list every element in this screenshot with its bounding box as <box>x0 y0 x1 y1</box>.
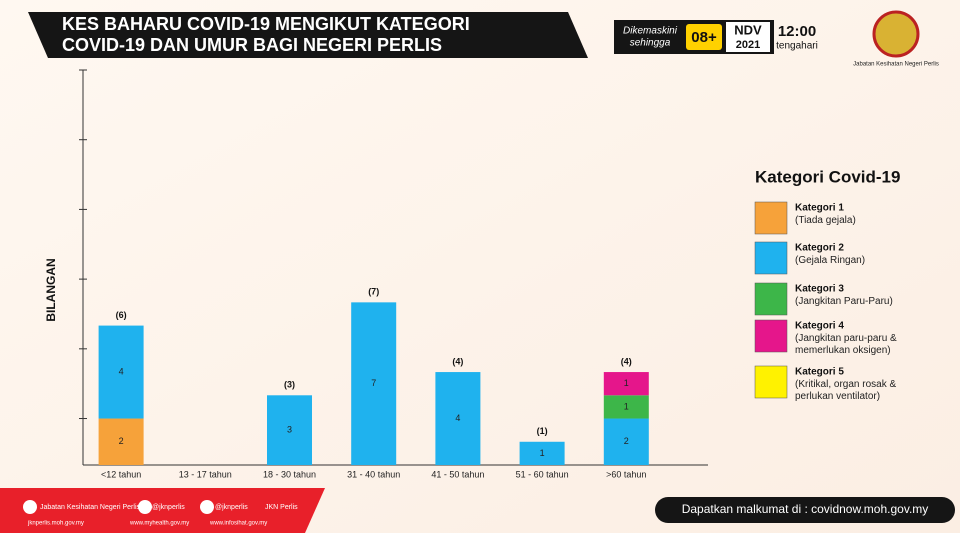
segment-label: 7 <box>371 378 376 388</box>
title: COVID-19 DAN UMUR BAGI NEGERI PERLIS <box>62 35 442 55</box>
x-tick-label: 13 - 17 tahun <box>179 469 232 479</box>
updated-label: sehingga <box>630 38 671 49</box>
legend-title: Kategori Covid-19 <box>755 167 900 186</box>
year: 2021 <box>736 39 760 51</box>
footer-social: JKN Perlis <box>265 504 298 511</box>
footer-site: jknperlis.moh.gov.my <box>27 521 84 527</box>
segment-label: 4 <box>455 413 460 423</box>
info: Dapatkan malkumat di : covidnow.moh.gov.… <box>682 502 929 516</box>
legend-description: (Jangkitan paru-paru & memerlukan oksigen… <box>795 333 897 356</box>
month: NDV <box>734 22 762 37</box>
bar-segment <box>519 441 565 465</box>
legend-swatch <box>754 319 788 353</box>
x-tick-label: <12 tahun <box>101 469 141 479</box>
footer-left <box>0 488 325 533</box>
time-note: tengahari <box>776 41 818 52</box>
total-label: (7) <box>368 287 379 297</box>
bar-segment <box>435 372 481 465</box>
x-tick-label: 18 - 30 tahun <box>263 469 316 479</box>
legend-description: (Kritikal, organ rosak & perlukan ventila… <box>795 379 896 402</box>
icon <box>23 500 37 514</box>
total-label: (4) <box>452 356 463 366</box>
bar-segment <box>98 418 144 465</box>
legend-name: Kategori 4 <box>795 321 844 332</box>
bar-segment <box>603 372 649 396</box>
segment-label: 1 <box>540 448 545 458</box>
total-label: (3) <box>284 380 295 390</box>
legend-swatch <box>754 365 788 399</box>
legend-swatch <box>754 241 788 275</box>
legend-swatch <box>754 201 788 235</box>
legend-name: Kategori 5 <box>795 367 844 378</box>
x-tick-label: 31 - 40 tahun <box>347 469 400 479</box>
bar-segment <box>351 302 397 465</box>
info-box <box>655 497 955 523</box>
x-tick-label: 51 - 60 tahun <box>516 469 569 479</box>
segment-label: 1 <box>624 378 629 388</box>
title-box <box>28 12 588 58</box>
footer-social: @jknperlis <box>215 504 248 511</box>
legend-description: (Gejala Ringan) <box>795 255 865 266</box>
legend-name: Kategori 3 <box>795 284 844 295</box>
updated-label: Dikemaskini <box>623 26 678 37</box>
footer-social: @jknperlis <box>152 504 185 511</box>
bar-segment <box>603 395 649 419</box>
bar-segment <box>267 395 312 465</box>
logo-caption: Jabatan Kesihatan Negeri Perlis <box>853 62 939 68</box>
legend-name: Kategori 2 <box>795 243 844 254</box>
bar-segment <box>603 418 649 465</box>
bar-segment <box>98 325 144 419</box>
x-tick-label: 41 - 50 tahun <box>431 469 484 479</box>
legend-description: (Jangkitan Paru-Paru) <box>795 296 893 307</box>
icon <box>200 500 214 514</box>
segment-label: 2 <box>119 436 124 446</box>
logo <box>872 10 920 58</box>
month-box <box>726 22 770 52</box>
legend-description: (Tiada gejala) <box>795 215 856 226</box>
total-label: (4) <box>621 356 632 366</box>
legend-name: Kategori 1 <box>795 203 844 214</box>
footer-site: www.myhealth.gov.my <box>129 521 189 527</box>
day-box <box>686 24 722 50</box>
y-axis-label: BILANGAN <box>44 258 58 321</box>
total-label: (6) <box>116 310 127 320</box>
total-label: (1) <box>537 426 548 436</box>
day: 08+ <box>691 29 717 46</box>
footer-site: www.infosihat.gov.my <box>209 521 267 527</box>
segment-label: 4 <box>119 366 124 376</box>
title: KES BAHARU COVID-19 MENGIKUT KATEGORI <box>62 14 470 34</box>
segment-label: 1 <box>624 401 629 411</box>
icon <box>138 500 152 514</box>
time: 12:00 <box>778 23 816 40</box>
segment-label: 2 <box>624 436 629 446</box>
legend-swatch <box>754 282 788 316</box>
footer-social: Jabatan Kesihatan Negeri Perlis <box>40 504 141 511</box>
segment-label: 3 <box>287 425 292 435</box>
x-tick-label: >60 tahun <box>606 469 646 479</box>
